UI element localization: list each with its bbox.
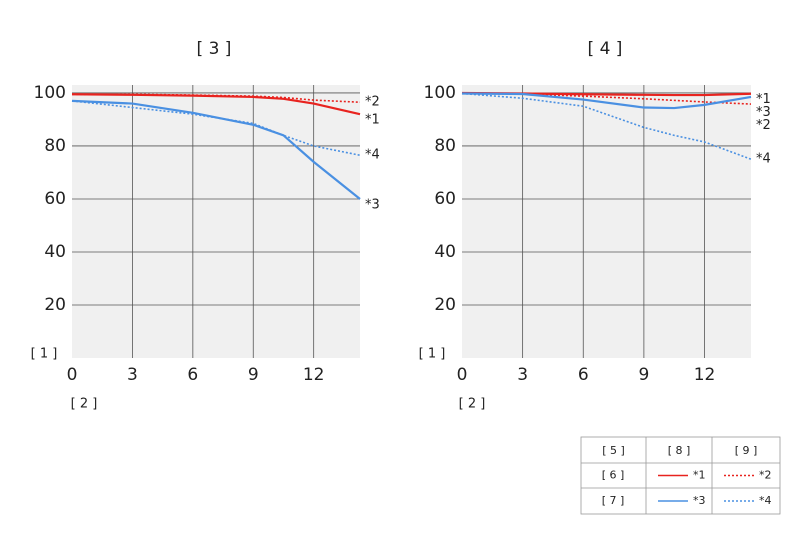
x-tick-label: 0	[457, 365, 468, 385]
x-tick-label: 0	[67, 365, 78, 385]
y-tick-label: 40	[434, 242, 456, 262]
plot-area	[72, 85, 360, 358]
chart-title: [ 4 ]	[588, 39, 623, 59]
x-axis-label: [ 2 ]	[459, 397, 486, 412]
y-tick-label: 80	[434, 136, 456, 156]
y-tick-label: 100	[424, 83, 456, 103]
y-tick-label: 60	[434, 189, 456, 209]
legend-label: *3	[693, 494, 706, 507]
y-axis-label: [ 1 ]	[31, 347, 58, 362]
series-end-label: *4	[756, 152, 771, 167]
x-tick-label: 3	[127, 365, 138, 385]
legend-label: *2	[759, 469, 772, 482]
table-row-label: [ 7 ]	[602, 494, 625, 507]
table-header: [ 5 ]	[602, 444, 625, 457]
table-header: [ 8 ]	[668, 444, 691, 457]
x-axis-label: [ 2 ]	[71, 397, 98, 412]
y-tick-label: 20	[44, 295, 66, 315]
x-tick-label: 6	[578, 365, 589, 385]
x-tick-label: 12	[694, 365, 716, 385]
table-row-label: [ 6 ]	[602, 469, 625, 482]
chart-title: [ 3 ]	[197, 39, 232, 59]
y-tick-label: 40	[44, 242, 66, 262]
x-tick-label: 3	[517, 365, 528, 385]
series-end-label: *4	[365, 148, 380, 163]
y-tick-label: 100	[34, 83, 66, 103]
series-line	[72, 93, 361, 104]
series-end-label: *2	[756, 118, 771, 133]
series-line	[71, 99, 361, 200]
x-tick-label: 6	[187, 365, 198, 385]
plot-area	[462, 85, 751, 358]
series-end-label: *3	[756, 105, 771, 120]
series-end-label: *3	[365, 197, 380, 212]
y-tick-label: 60	[44, 189, 66, 209]
x-tick-label: 9	[248, 365, 259, 385]
series-end-label: *1	[365, 113, 380, 128]
series-end-label: *1	[756, 92, 771, 107]
y-axis-label: [ 1 ]	[419, 347, 446, 362]
legend-label: *1	[693, 469, 706, 482]
y-tick-label: 80	[44, 136, 66, 156]
series-end-label: *2	[365, 95, 380, 110]
series-line	[461, 92, 752, 160]
series-line	[71, 100, 361, 157]
y-tick-label: 20	[434, 295, 456, 315]
legend-label: *4	[759, 494, 772, 507]
x-tick-label: 9	[638, 365, 649, 385]
series-line	[461, 92, 752, 110]
table-header: [ 9 ]	[735, 444, 758, 457]
x-tick-label: 12	[303, 365, 325, 385]
